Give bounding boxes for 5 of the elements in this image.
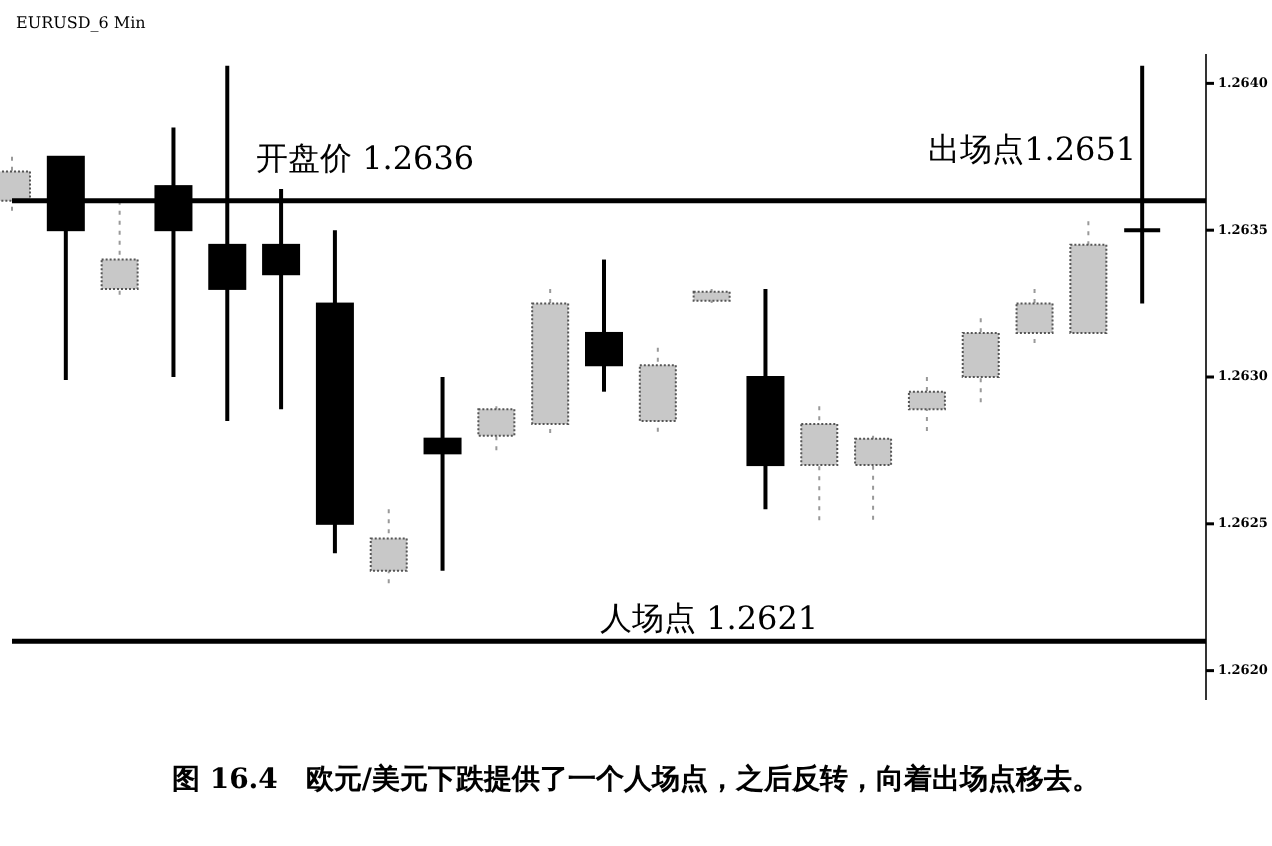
ref-line-label: 开盘价 1.2636 [256, 138, 475, 177]
caption: 图 16.4 欧元/美元下跌提供了一个人场点，之后反转，向着出场点移去。 [171, 762, 1101, 796]
ref-line-label: 人场点 1.2621 [600, 599, 819, 638]
annotation: 出场点1.2651 [928, 130, 1137, 168]
title: EURUSD_6 Min [16, 14, 146, 32]
